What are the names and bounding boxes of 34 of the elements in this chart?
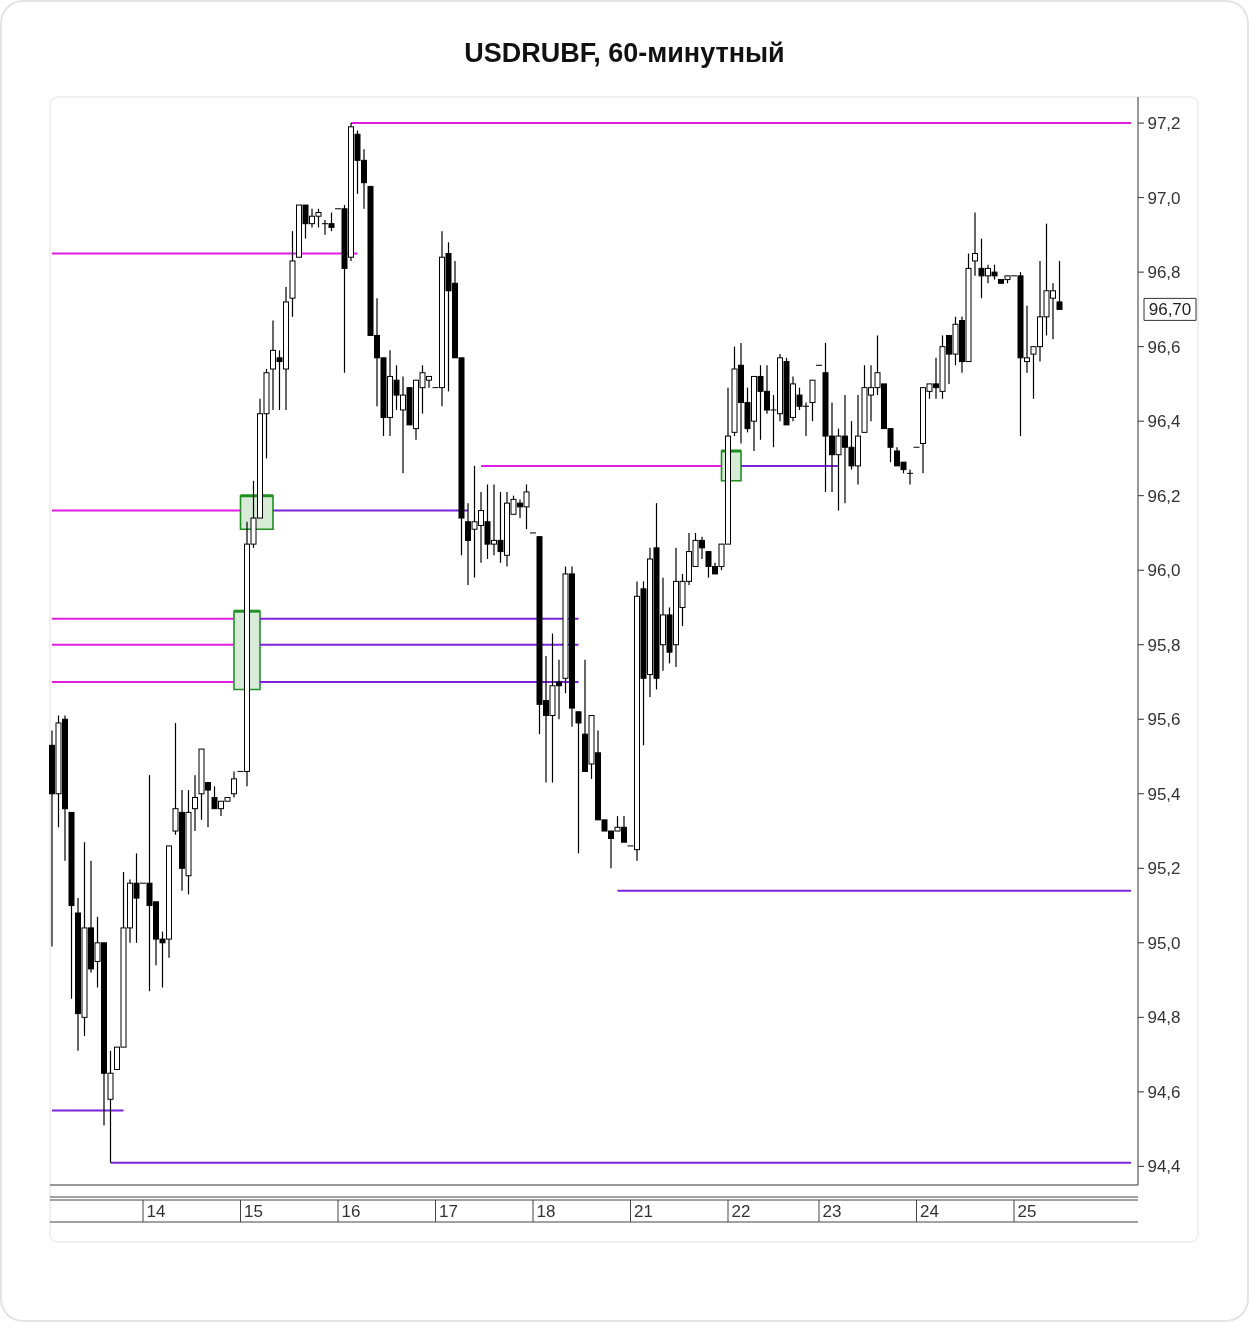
x-tick-label: 21: [634, 1201, 653, 1221]
y-tick-label: 94,6: [1147, 1082, 1181, 1102]
y-tick-label: 96,2: [1147, 486, 1181, 506]
y-tick-label: 96,4: [1147, 412, 1181, 432]
x-tick-label: 16: [341, 1201, 361, 1221]
y-tick-label: 97,0: [1147, 188, 1181, 208]
y-tick-label: 95,0: [1147, 933, 1181, 953]
x-tick-label: 24: [920, 1201, 939, 1221]
chart-title: USDRUBF, 60-минутный: [464, 38, 785, 68]
candlestick: [809, 379, 816, 422]
y-tick-label: 94,4: [1147, 1157, 1181, 1177]
x-tick-label: 18: [536, 1201, 556, 1221]
y-tick-label: 97,2: [1147, 114, 1181, 134]
x-tick-label: 14: [146, 1201, 166, 1221]
x-tick-label: 22: [731, 1201, 751, 1221]
y-tick-label: 96,8: [1147, 263, 1181, 283]
candlestick: [575, 711, 582, 854]
x-tick-label: 17: [439, 1201, 458, 1221]
y-tick-label: 95,6: [1147, 710, 1181, 730]
x-tick-label: 25: [1017, 1201, 1037, 1221]
x-tick-label: 23: [822, 1201, 842, 1221]
y-tick-label: 94,8: [1147, 1008, 1181, 1028]
y-tick-label: 95,4: [1147, 784, 1181, 804]
y-tick-label: 96,0: [1147, 561, 1181, 581]
text: 96,70: [1148, 300, 1192, 320]
candlestick: [231, 770, 237, 799]
x-tick-label: 15: [244, 1201, 263, 1221]
candlestick: [1056, 260, 1063, 310]
y-tick-label: 95,8: [1147, 635, 1181, 655]
candlestick: [192, 774, 198, 832]
candlestick: [972, 211, 978, 277]
candlestick: [907, 469, 913, 486]
y-tick-label: 95,2: [1147, 859, 1181, 879]
y-tick-label: 96,6: [1147, 337, 1181, 357]
